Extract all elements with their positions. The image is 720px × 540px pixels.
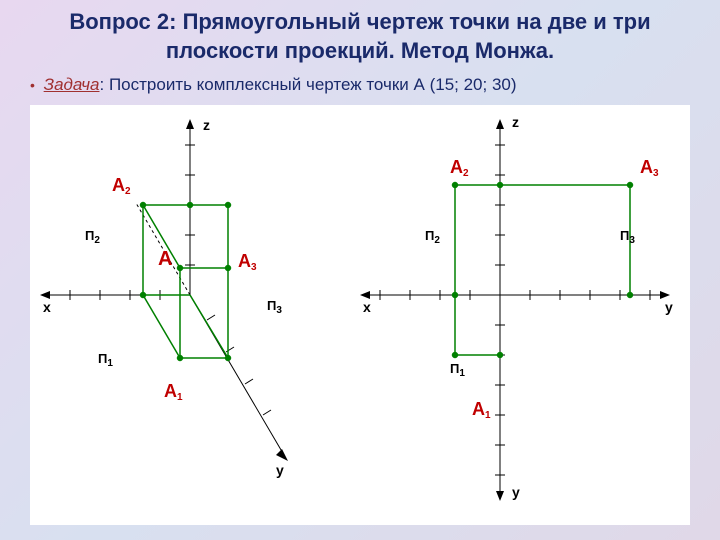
diagram-svg: z x y A A2 A3 A1 П2 П1 П3	[30, 105, 690, 525]
task-line: • Задача: Построить комплексный чертеж т…	[0, 69, 720, 105]
right-A2: A2	[450, 157, 469, 179]
right-z-label: z	[512, 114, 519, 130]
right-diagram: z x y y A2 A3 A1 П2 П3 П1	[360, 114, 673, 501]
left-A3: A3	[238, 251, 257, 273]
left-y-label: y	[276, 462, 284, 478]
right-y-down-label: y	[512, 484, 520, 500]
left-diagram: z x y A A2 A3 A1 П2 П1 П3	[40, 117, 288, 478]
right-y-right-label: y	[665, 299, 673, 315]
right-P3: П3	[620, 228, 635, 246]
task-label: Задача	[44, 75, 100, 94]
right-A1: A1	[472, 399, 491, 421]
left-z-label: z	[203, 117, 210, 133]
right-P1: П1	[450, 361, 465, 379]
bullet-icon: •	[30, 77, 35, 93]
right-P2: П2	[425, 228, 440, 246]
left-A2: A2	[112, 175, 131, 197]
page-title: Вопрос 2: Прямоугольный чертеж точки на …	[0, 0, 720, 69]
right-A3: A3	[640, 157, 659, 179]
left-P3: П3	[267, 298, 282, 316]
task-text: : Построить комплексный чертеж точки А (…	[100, 75, 517, 94]
left-A1: A1	[164, 381, 183, 403]
left-P2: П2	[85, 228, 100, 246]
right-x-label: x	[363, 299, 371, 315]
diagram-container: z x y A A2 A3 A1 П2 П1 П3	[30, 105, 690, 525]
left-x-label: x	[43, 299, 51, 315]
left-P1: П1	[98, 351, 113, 369]
left-A: A	[158, 248, 172, 270]
